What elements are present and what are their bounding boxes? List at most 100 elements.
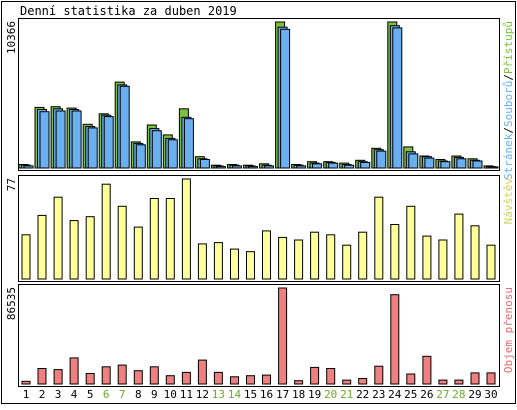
bar-top-Stránek-11 — [183, 118, 194, 169]
x-tick-label-7: 7 — [119, 388, 126, 401]
bar-middle-Návštěv-6 — [101, 183, 111, 280]
bar-bottom-Objem přenosu-24 — [390, 294, 400, 385]
bar-bottom-Objem přenosu-19 — [310, 366, 320, 385]
bar-bottom-Objem přenosu-8 — [133, 370, 143, 385]
bar-middle-Návštěv-26 — [422, 235, 432, 280]
bar-middle-Návštěv-10 — [165, 198, 175, 280]
bar-top-Stránek-26 — [424, 157, 435, 169]
bar-top-Stránek-16 — [264, 165, 274, 169]
bar-bottom-Objem přenosu-11 — [181, 371, 191, 385]
bar-middle-Návštěv-23 — [374, 196, 384, 280]
legend-middle: Návštěv — [502, 178, 515, 225]
bar-top-Stránek-2 — [39, 111, 50, 169]
panel-frame-middle — [18, 175, 500, 282]
bar-bottom-Objem přenosu-23 — [374, 365, 384, 385]
bar-top-Stránek-1 — [23, 165, 34, 169]
bar-top-Stránek-24 — [392, 27, 403, 169]
legend-entry: Stránek — [502, 133, 515, 180]
bar-bottom-Objem přenosu-25 — [406, 373, 416, 385]
bar-middle-Návštěv-9 — [149, 198, 159, 280]
x-tick-label-14: 14 — [228, 388, 242, 401]
bar-top-Stránek-14 — [232, 165, 242, 169]
ymax-label-bottom: 86535 — [5, 287, 18, 320]
x-tick-label-27: 27 — [436, 388, 449, 401]
x-tick-label-3: 3 — [55, 388, 62, 401]
x-tick-label-28: 28 — [452, 388, 465, 401]
bar-middle-Návštěv-12 — [197, 243, 207, 280]
legend-separator: / — [502, 127, 515, 134]
bar-top-Stránek-19 — [312, 163, 323, 169]
x-tick-label-9: 9 — [151, 388, 158, 401]
bar-bottom-Objem přenosu-7 — [117, 364, 127, 385]
bar-middle-Návštěv-5 — [85, 216, 95, 280]
bar-middle-Návštěv-20 — [326, 234, 336, 280]
bar-bottom-Objem přenosu-18 — [294, 380, 304, 385]
bar-bottom-Objem přenosu-4 — [69, 357, 79, 385]
x-tick-label-24: 24 — [388, 388, 402, 401]
bar-top-Stránek-5 — [87, 127, 98, 169]
bar-bottom-Objem přenosu-14 — [230, 376, 239, 385]
bar-bottom-Objem přenosu-16 — [262, 374, 271, 385]
bar-top-Stránek-25 — [408, 153, 419, 169]
bar-top-Stránek-22 — [360, 161, 371, 169]
bar-top-Stránek-23 — [376, 150, 387, 169]
bar-bottom-Objem přenosu-3 — [53, 369, 63, 385]
panel-frame-bottom — [18, 284, 500, 387]
bar-bottom-Objem přenosu-17 — [278, 287, 288, 385]
bar-top-Stránek-12 — [199, 159, 210, 169]
legend-entry: Návštěv — [502, 178, 515, 225]
bar-top-Stránek-3 — [55, 110, 66, 169]
bar-middle-Návštěv-18 — [294, 239, 304, 280]
x-tick-label-12: 12 — [196, 388, 209, 401]
bar-middle-Návštěv-30 — [486, 244, 496, 280]
bar-middle-Návštěv-7 — [117, 205, 127, 280]
x-tick-label-8: 8 — [135, 388, 142, 401]
bar-middle-Návštěv-19 — [310, 231, 320, 280]
panel-frame-top — [18, 18, 500, 171]
bar-top-Stránek-29 — [472, 160, 483, 169]
x-tick-label-6: 6 — [103, 388, 110, 401]
bar-bottom-Objem přenosu-1 — [21, 380, 31, 385]
legend-separator: / — [502, 74, 515, 81]
bar-bottom-Objem přenosu-22 — [358, 378, 368, 385]
bar-middle-Návštěv-13 — [213, 242, 223, 280]
x-tick-label-10: 10 — [164, 388, 177, 401]
bar-middle-Návštěv-8 — [133, 226, 143, 280]
bar-top-Stránek-10 — [167, 139, 178, 169]
bar-bottom-Objem přenosu-12 — [197, 359, 207, 385]
bar-bottom-Objem přenosu-2 — [37, 368, 47, 385]
x-tick-label-4: 4 — [71, 388, 78, 401]
bar-middle-Návštěv-25 — [406, 205, 416, 280]
bar-top-Stránek-15 — [248, 166, 258, 169]
bar-middle-Návštěv-4 — [69, 220, 79, 280]
ymax-label-top: 10366 — [5, 21, 18, 54]
bar-bottom-Objem přenosu-27 — [438, 379, 448, 385]
bar-middle-Návštěv-1 — [21, 234, 31, 280]
bar-bottom-Objem přenosu-5 — [85, 373, 95, 385]
x-tick-label-30: 30 — [484, 388, 497, 401]
bar-top-Stránek-20 — [328, 162, 339, 169]
x-tick-label-5: 5 — [87, 388, 94, 401]
bar-middle-Návštěv-15 — [246, 251, 255, 280]
x-tick-label-22: 22 — [356, 388, 369, 401]
bar-bottom-Objem přenosu-26 — [422, 355, 432, 385]
legend-entry: Souborů — [502, 81, 515, 127]
legend-bottom: Objem přenosu — [502, 287, 515, 373]
legend-entry: Přístupů — [502, 21, 515, 74]
bar-bottom-Objem přenosu-6 — [101, 366, 111, 385]
bar-bottom-Objem přenosu-15 — [246, 375, 255, 385]
bar-top-Stránek-17 — [280, 28, 291, 169]
x-tick-label-2: 2 — [39, 388, 46, 401]
bar-top-Stránek-4 — [71, 110, 82, 169]
x-tick-label-16: 16 — [260, 388, 273, 401]
bar-middle-Návštěv-29 — [470, 225, 480, 280]
x-tick-label-15: 15 — [244, 388, 257, 401]
bar-top-Stránek-18 — [296, 165, 307, 169]
bar-bottom-Objem přenosu-10 — [165, 375, 175, 385]
bar-top-Stránek-21 — [344, 164, 355, 169]
bar-middle-Návštěv-11 — [181, 178, 191, 280]
x-tick-label-18: 18 — [292, 388, 305, 401]
legend-entry: Objem přenosu — [502, 287, 515, 373]
